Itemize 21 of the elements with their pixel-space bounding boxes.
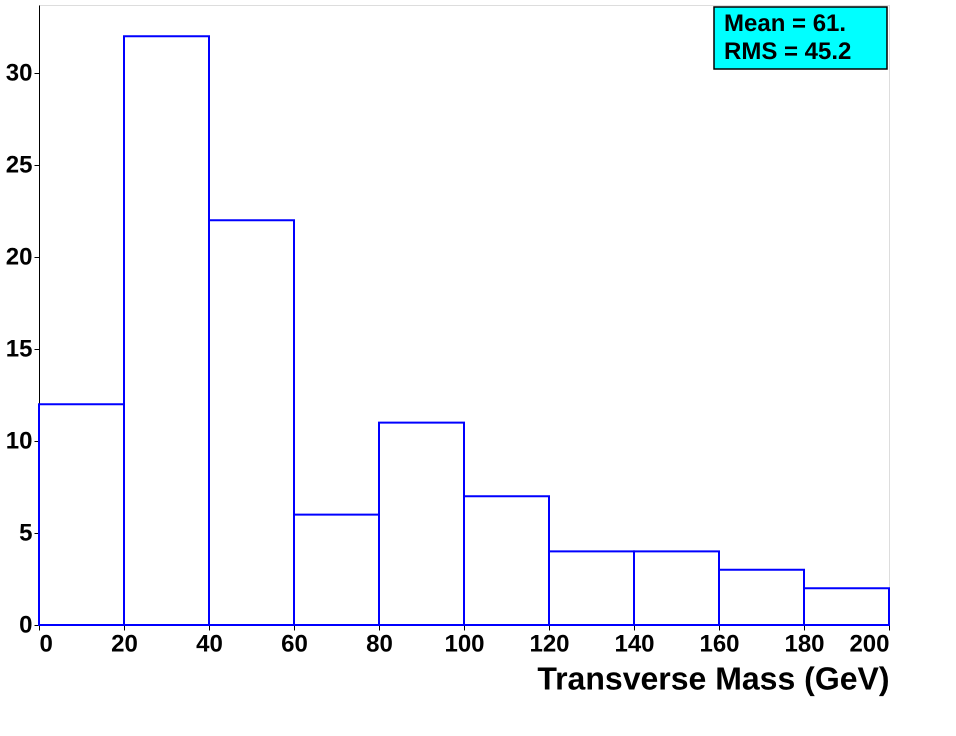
y-tick-label: 5: [19, 520, 32, 547]
y-tick-label: 30: [6, 60, 32, 87]
x-tick-label: 80: [366, 630, 393, 658]
x-tick-label: 160: [699, 630, 740, 658]
x-tick-label: 120: [529, 630, 570, 658]
x-tick-label: 180: [784, 630, 825, 658]
x-tick-label: 40: [196, 630, 223, 658]
y-tick-label: 15: [6, 336, 32, 363]
x-tick-label: 20: [111, 630, 138, 658]
annotation: Mean = 61.: [724, 10, 846, 37]
x-tick-label: 200: [849, 630, 890, 658]
y-tick-label: 0: [19, 612, 32, 638]
x-tick-label: 100: [444, 630, 485, 658]
y-tick-label: 10: [6, 428, 32, 455]
y-tick-label: 25: [6, 152, 32, 179]
annotation: RMS = 45.2: [724, 38, 852, 65]
x-tick-label: 0: [40, 630, 53, 658]
x-tick-label: 140: [614, 630, 655, 658]
x-tick-label: 60: [281, 630, 308, 658]
y-tick-label: 20: [6, 244, 32, 271]
x-axis-title: Transverse Mass (GeV): [537, 660, 890, 696]
